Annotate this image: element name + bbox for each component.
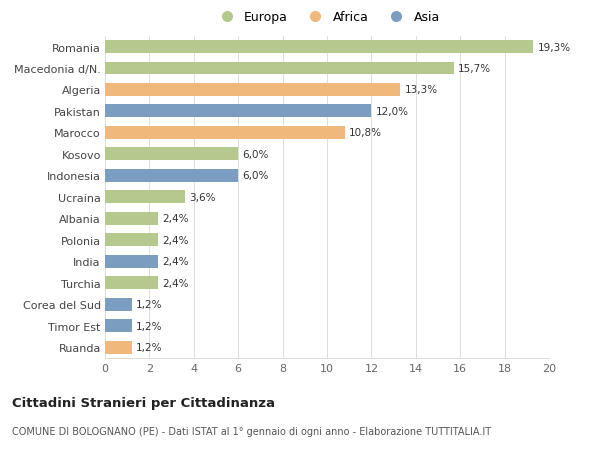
Text: 2,4%: 2,4% [163, 214, 189, 224]
Text: 13,3%: 13,3% [405, 85, 438, 95]
Text: 6,0%: 6,0% [242, 171, 269, 181]
Text: 1,2%: 1,2% [136, 342, 163, 353]
Text: 15,7%: 15,7% [458, 64, 491, 74]
Text: 2,4%: 2,4% [163, 278, 189, 288]
Text: 2,4%: 2,4% [163, 257, 189, 267]
Bar [105, 234, 158, 246]
Text: 10,8%: 10,8% [349, 128, 382, 138]
Bar [105, 62, 454, 75]
Text: COMUNE DI BOLOGNANO (PE) - Dati ISTAT al 1° gennaio di ogni anno - Elaborazione : COMUNE DI BOLOGNANO (PE) - Dati ISTAT al… [12, 426, 491, 436]
Bar [105, 191, 185, 204]
Bar [105, 341, 131, 354]
Text: 12,0%: 12,0% [376, 106, 409, 117]
Text: 6,0%: 6,0% [242, 150, 269, 160]
Bar [105, 148, 238, 161]
Bar [105, 127, 345, 140]
Text: 1,2%: 1,2% [136, 299, 163, 309]
Bar [105, 319, 131, 332]
Legend: Europa, Africa, Asia: Europa, Africa, Asia [214, 11, 440, 24]
Text: 19,3%: 19,3% [538, 42, 571, 52]
Text: 1,2%: 1,2% [136, 321, 163, 331]
Bar [105, 213, 158, 225]
Text: 3,6%: 3,6% [190, 192, 216, 202]
Text: Cittadini Stranieri per Cittadinanza: Cittadini Stranieri per Cittadinanza [12, 396, 275, 409]
Bar [105, 105, 371, 118]
Bar [105, 84, 400, 97]
Bar [105, 277, 158, 290]
Bar [105, 41, 533, 54]
Text: 2,4%: 2,4% [163, 235, 189, 245]
Bar [105, 169, 238, 182]
Bar [105, 255, 158, 268]
Bar [105, 298, 131, 311]
